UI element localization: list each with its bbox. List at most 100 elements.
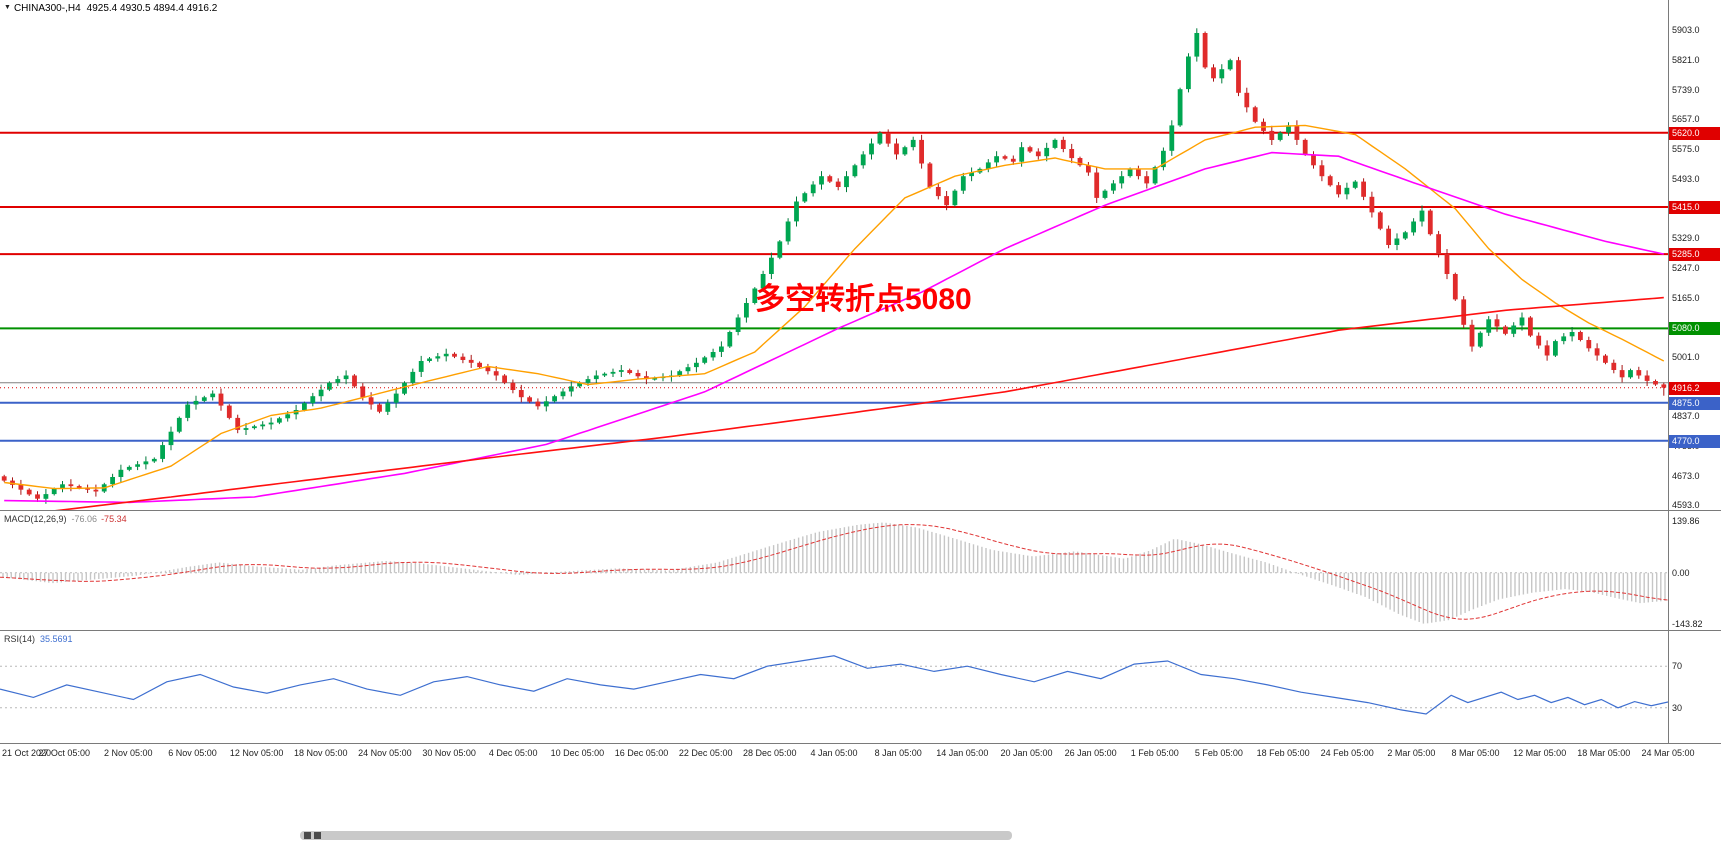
candle-body (1211, 67, 1216, 79)
taskbar-icon[interactable] (304, 832, 311, 839)
candle-body (468, 359, 474, 363)
candle-body (76, 486, 82, 488)
candle-body (368, 397, 374, 405)
candle-body (1352, 181, 1358, 188)
candle-body (1486, 319, 1492, 333)
candle-body (1477, 332, 1483, 347)
candle-body (385, 402, 391, 412)
candle-body (1369, 196, 1375, 213)
price-tick-label: 4593.0 (1672, 499, 1700, 510)
time-label: 12 Nov 05:00 (229, 748, 284, 758)
candle-body (502, 375, 507, 383)
candlestick-chart[interactable] (0, 0, 1668, 510)
candle-body (835, 181, 841, 187)
candle-body (1269, 130, 1275, 140)
time-label: 22 Dec 05:00 (678, 748, 733, 758)
level-badge-5285: 5285.0 (1669, 248, 1720, 262)
price-scale: 5903.05821.05739.05657.05575.05493.05411… (1668, 0, 1721, 510)
rsi-chart[interactable] (0, 631, 1668, 743)
taskbar-icon[interactable] (314, 832, 321, 839)
candle-body (1102, 190, 1108, 198)
macd-signal-line (0, 524, 1668, 620)
time-label: 10 Dec 05:00 (550, 748, 605, 758)
level-badge-4875: 4875.0 (1669, 396, 1720, 410)
candle-body (1077, 158, 1083, 166)
time-label: 14 Jan 05:00 (936, 748, 989, 758)
candle-body (635, 373, 641, 377)
taskbar-strip[interactable] (300, 831, 1012, 840)
candle-body (1511, 325, 1517, 334)
candle-body (894, 143, 899, 155)
candle-body (1553, 341, 1558, 356)
candle-body (43, 494, 49, 499)
candle-body (1119, 176, 1125, 184)
candle-body (360, 386, 366, 398)
candle-body (151, 458, 157, 462)
rsi-pane[interactable]: 70 30 RSI(14) 35.5691 (0, 631, 1721, 744)
candle-body (1027, 147, 1033, 152)
candle-body (193, 400, 199, 405)
dropdown-arrow-icon[interactable]: ▼ (4, 4, 11, 11)
price-pane[interactable]: 5903.05821.05739.05657.05575.05493.05411… (0, 0, 1721, 511)
candle-body (618, 370, 624, 372)
time-label: 2 Nov 05:00 (104, 748, 153, 758)
ma-fast-orange (4, 124, 1665, 490)
candle-body (1436, 234, 1441, 255)
candle-body (260, 424, 266, 427)
price-tick-label: 5575.0 (1672, 143, 1700, 154)
ma-mid-magenta (4, 151, 1664, 504)
candle-body (1644, 375, 1650, 381)
candle-body (1661, 384, 1667, 388)
candle-body (1127, 168, 1133, 177)
candle-body (1419, 210, 1425, 222)
macd-chart[interactable] (0, 511, 1668, 630)
candle-body (1227, 60, 1233, 70)
candle-body (377, 404, 382, 412)
macd-tick-label: 139.86 (1672, 516, 1700, 526)
candle-body (585, 379, 591, 383)
time-label: 8 Jan 05:00 (874, 748, 922, 758)
candle-body (118, 469, 124, 477)
candle-body (644, 376, 649, 380)
candle-body (627, 370, 633, 373)
candle-body (1136, 168, 1141, 177)
candle-body (969, 172, 974, 177)
candle-body (1536, 335, 1542, 346)
candle-body (1044, 147, 1050, 157)
candle-body (226, 405, 232, 418)
candle-body (1586, 340, 1592, 349)
candle-body (777, 241, 783, 258)
candle-body (51, 489, 57, 495)
candle-body (869, 143, 874, 155)
candle-body (126, 466, 132, 470)
candle-body (785, 221, 791, 242)
candle-body (1619, 370, 1625, 378)
candle-body (1, 476, 7, 481)
price-tick-label: 5329.0 (1672, 233, 1700, 244)
candle-body (1519, 317, 1525, 326)
candle-body (1252, 107, 1258, 122)
time-label: 1 Feb 05:00 (1130, 748, 1179, 758)
candle-body (535, 401, 541, 407)
macd-scale: 139.86 0.00 -143.82 (1668, 511, 1721, 630)
macd-pane[interactable]: 139.86 0.00 -143.82 MACD(12,26,9) -76.06 -75… (0, 511, 1721, 631)
candle-body (518, 390, 524, 398)
price-tick-label: 5493.0 (1672, 173, 1700, 184)
candle-body (285, 414, 291, 419)
candle-body (1569, 332, 1575, 337)
candle-body (1361, 181, 1366, 197)
time-label: 18 Nov 05:00 (294, 748, 348, 758)
candle-body (1169, 125, 1175, 151)
candle-body (802, 193, 808, 202)
candle-body (252, 426, 257, 429)
candle-body (435, 356, 441, 359)
candle-body (1177, 89, 1183, 126)
candle-body (1144, 176, 1150, 184)
candle-body (1060, 139, 1066, 149)
time-label: 27 Oct 05:00 (38, 748, 90, 758)
candle-body (218, 393, 224, 406)
candle-body (702, 357, 708, 363)
candle-body (343, 375, 349, 380)
candle-body (35, 494, 40, 499)
